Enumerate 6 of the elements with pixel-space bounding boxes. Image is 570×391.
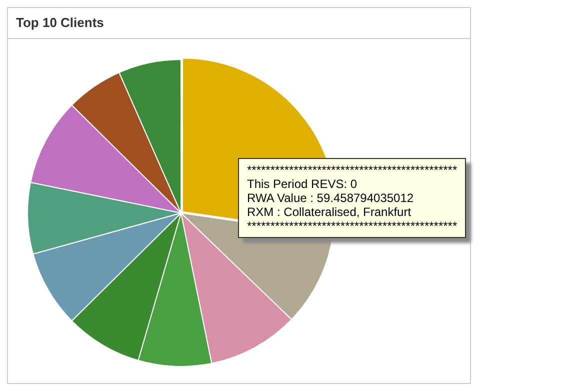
chart-title: Top 10 Clients [8,8,470,39]
text: This Period REVS: 0 [247,177,358,191]
text: ********************************************* [247,219,458,233]
text: ********************************************* [247,163,458,177]
text: RWA Value : 59.458794035012 [247,191,415,205]
text: RXM : Collateralised, Frankfurt [247,205,412,219]
